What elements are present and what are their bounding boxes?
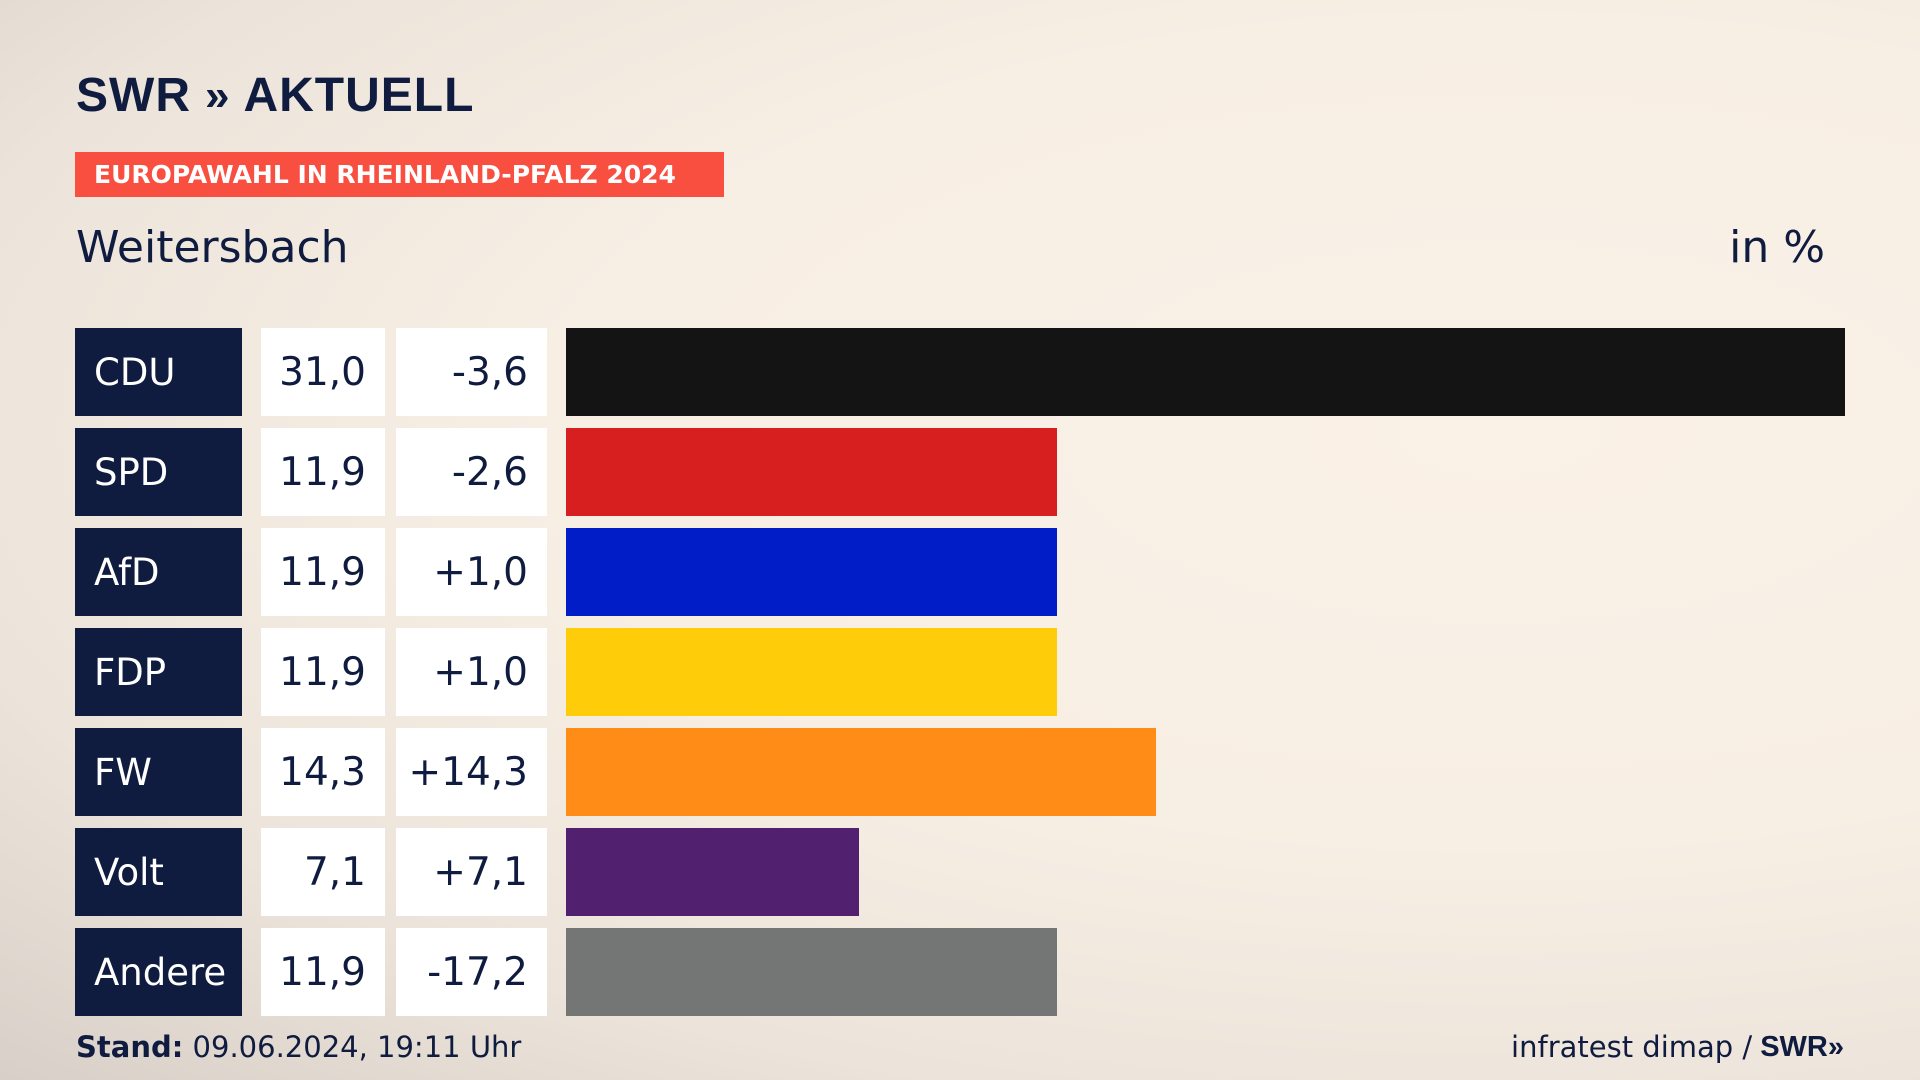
vote-share-value: 7,1 xyxy=(261,828,385,916)
source-credit: infratest dimap / SWR» xyxy=(1511,1030,1844,1064)
place-title: Weitersbach xyxy=(76,222,349,273)
result-row: AfD 11,9 +1,0 xyxy=(75,528,1845,616)
vote-change-value: -2,6 xyxy=(396,428,547,516)
bar-volt xyxy=(566,828,859,916)
bar-afd xyxy=(566,528,1057,616)
vote-share-value: 11,9 xyxy=(261,928,385,1016)
bar-cdu xyxy=(566,328,1845,416)
election-banner: EUROPAWAHL IN RHEINLAND-PFALZ 2024 xyxy=(75,152,724,197)
stand-label: Stand: xyxy=(76,1030,184,1064)
vote-share-value: 11,9 xyxy=(261,428,385,516)
party-label: Andere xyxy=(75,928,242,1016)
bar-track xyxy=(566,728,1845,816)
vote-change-value: -3,6 xyxy=(396,328,547,416)
party-label: AfD xyxy=(75,528,242,616)
party-label: Volt xyxy=(75,828,242,916)
result-row: SPD 11,9 -2,6 xyxy=(75,428,1845,516)
bar-track xyxy=(566,928,1845,1016)
party-label: SPD xyxy=(75,428,242,516)
party-label: FW xyxy=(75,728,242,816)
result-row: Andere 11,9 -17,2 xyxy=(75,928,1845,1016)
swr-aktuell-logo: SWR » AKTUELL xyxy=(76,68,474,123)
party-label: FDP xyxy=(75,628,242,716)
vote-share-value: 14,3 xyxy=(261,728,385,816)
source-text: infratest dimap / xyxy=(1511,1030,1753,1064)
result-row: FW 14,3 +14,3 xyxy=(75,728,1845,816)
source-brand-swr: SWR xyxy=(1760,1030,1828,1063)
result-row: FDP 11,9 +1,0 xyxy=(75,628,1845,716)
bar-andere xyxy=(566,928,1057,1016)
result-row: CDU 31,0 -3,6 xyxy=(75,328,1845,416)
bar-track xyxy=(566,528,1845,616)
logo-swr: SWR xyxy=(76,69,191,122)
bar-spd xyxy=(566,428,1057,516)
vote-share-value: 11,9 xyxy=(261,528,385,616)
vote-share-value: 11,9 xyxy=(261,628,385,716)
stand-value: 09.06.2024, 19:11 Uhr xyxy=(192,1030,522,1064)
chevron-right-icon: » xyxy=(204,70,230,120)
bar-track xyxy=(566,328,1845,416)
result-row: Volt 7,1 +7,1 xyxy=(75,828,1845,916)
logo-aktuell: AKTUELL xyxy=(243,69,475,122)
chevron-right-icon: » xyxy=(1827,1030,1844,1063)
bar-track xyxy=(566,428,1845,516)
bar-track xyxy=(566,828,1845,916)
vote-change-value: +14,3 xyxy=(396,728,547,816)
vote-change-value: +1,0 xyxy=(396,528,547,616)
bar-fdp xyxy=(566,628,1057,716)
source-brand: SWR» xyxy=(1760,1031,1844,1064)
vote-change-value: -17,2 xyxy=(396,928,547,1016)
bar-fw xyxy=(566,728,1156,816)
bar-track xyxy=(566,628,1845,716)
party-label: CDU xyxy=(75,328,242,416)
unit-label: in % xyxy=(1729,222,1825,273)
timestamp: Stand: 09.06.2024, 19:11 Uhr xyxy=(76,1030,521,1064)
vote-change-value: +7,1 xyxy=(396,828,547,916)
vote-share-value: 31,0 xyxy=(261,328,385,416)
vote-change-value: +1,0 xyxy=(396,628,547,716)
